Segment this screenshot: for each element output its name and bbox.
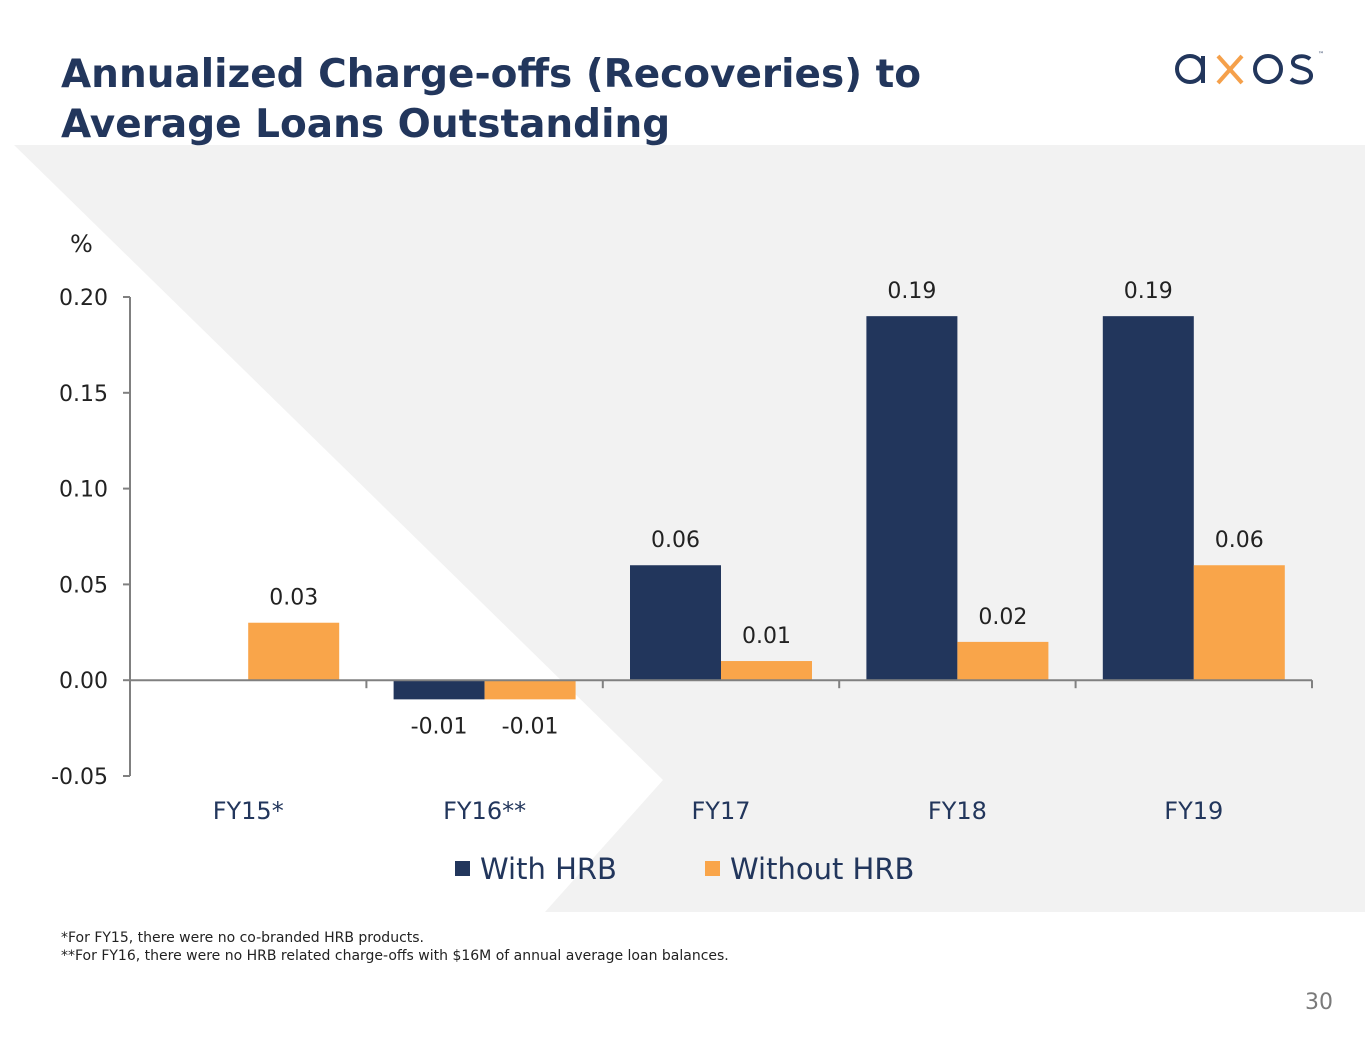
page-number: 30	[1305, 990, 1333, 1015]
data-label: 0.01	[742, 624, 791, 649]
x-category-label: FY19	[1164, 797, 1223, 825]
x-category-label: FY17	[691, 797, 750, 825]
footnote-fy15: *For FY15, there were no co-branded HRB …	[61, 930, 425, 946]
x-category-label: FY16**	[443, 797, 526, 825]
x-category-label: FY18	[928, 797, 987, 825]
data-label: 0.19	[1124, 279, 1173, 304]
bar-with-hrb	[1102, 316, 1194, 681]
bar-with-hrb	[866, 316, 958, 681]
x-category-label: FY15*	[213, 797, 284, 825]
y-tick-label: 0.20	[59, 286, 108, 311]
legend-label: With HRB	[480, 852, 617, 886]
data-label: 0.06	[1215, 528, 1264, 553]
axos-logo: ™	[1175, 51, 1324, 85]
data-label: 0.19	[887, 279, 936, 304]
legend-label: Without HRB	[730, 852, 914, 886]
bar-without-hrb	[248, 622, 340, 681]
bar-without-hrb	[957, 641, 1049, 681]
bar-without-hrb	[484, 680, 576, 700]
title-line-1: Annualized Charge-offs (Recoveries) to	[61, 52, 922, 97]
data-label: -0.01	[411, 714, 468, 739]
x-axis: FY15* FY16** FY17 FY18 FY19	[130, 679, 1313, 825]
y-tick-label: -0.05	[51, 765, 108, 790]
data-label: -0.01	[502, 714, 559, 739]
bar-without-hrb	[1193, 565, 1285, 681]
data-label: 0.03	[269, 586, 318, 611]
footnote-fy16: **For FY16, there were no HRB related ch…	[61, 948, 729, 964]
y-axis-unit-label: %	[70, 230, 93, 258]
bars: 0.03 -0.01 -0.01 0.06 0.01 0.19 0.02 0.19 0.06	[248, 279, 1285, 739]
title-line-2: Average Loans Outstanding	[61, 102, 671, 147]
footnotes: *For FY15, there were no co-branded HRB …	[61, 929, 729, 965]
legend-swatch	[455, 861, 470, 876]
y-tick-label: 0.05	[59, 573, 108, 598]
data-label: 0.06	[651, 528, 700, 553]
data-label: 0.02	[978, 605, 1027, 630]
bar-with-hrb	[393, 680, 485, 700]
legend-swatch	[705, 861, 720, 876]
y-tick-label: 0.00	[59, 669, 108, 694]
bar-with-hrb	[630, 565, 721, 681]
legend: With HRB Without HRB	[455, 852, 914, 886]
slide-title: Annualized Charge-offs (Recoveries) to A…	[61, 50, 921, 150]
y-tick-label: 0.10	[59, 478, 108, 503]
y-axis: -0.05 0.00 0.05 0.10 0.15 0.20	[51, 286, 131, 790]
bar-without-hrb	[721, 661, 812, 681]
y-tick-label: 0.15	[59, 382, 108, 407]
svg-text:™: ™	[1318, 51, 1324, 58]
